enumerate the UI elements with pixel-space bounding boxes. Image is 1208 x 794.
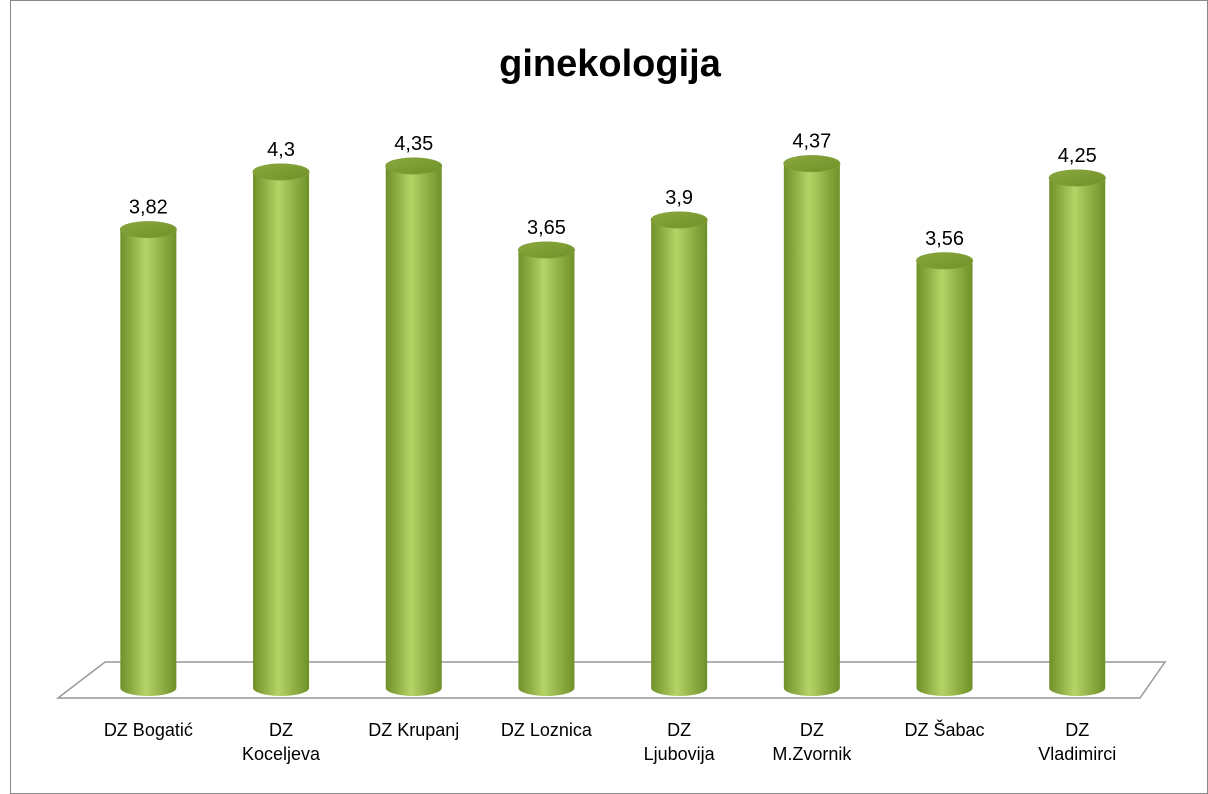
bar [916,260,973,696]
x-tick-label: DZ Bogatić [103,720,193,740]
data-label: 3,9 [665,187,693,209]
bar [253,172,310,696]
x-tick-label: DZ M.Zvornik [772,720,852,764]
x-tick-label: DZ Ljubovija [643,720,715,764]
x-tick-label: DZ Loznica [500,720,592,740]
bar-cap [916,252,974,270]
data-label: 3,56 [925,228,964,250]
data-label: 4,3 [267,139,295,161]
data-label: 4,37 [792,131,831,153]
data-label: 4,35 [394,133,433,155]
x-tick-label: DZ Krupanj [368,720,460,740]
bar [518,250,575,696]
x-tick-label: DZ Šabac [904,720,985,740]
bar-cap [517,241,575,259]
bar [120,229,177,696]
bar-cap [385,157,443,175]
bar-cap [783,155,841,173]
x-tick-label: DZ Vladimirci [1038,720,1117,764]
bar-cap [1048,169,1106,187]
bar [783,163,840,697]
bar-cap [119,221,177,239]
bar [651,220,708,696]
bar [385,166,442,696]
bar [1049,178,1106,696]
data-label: 4,25 [1058,145,1097,167]
x-tick-label: DZ Koceljeva [242,720,321,764]
data-label: 3,82 [129,197,168,219]
floor [55,661,1167,699]
data-label: 3,65 [527,217,566,239]
bar-cap [650,211,708,229]
chart-title: ginekologija [499,43,722,85]
bar-cap [252,163,310,181]
